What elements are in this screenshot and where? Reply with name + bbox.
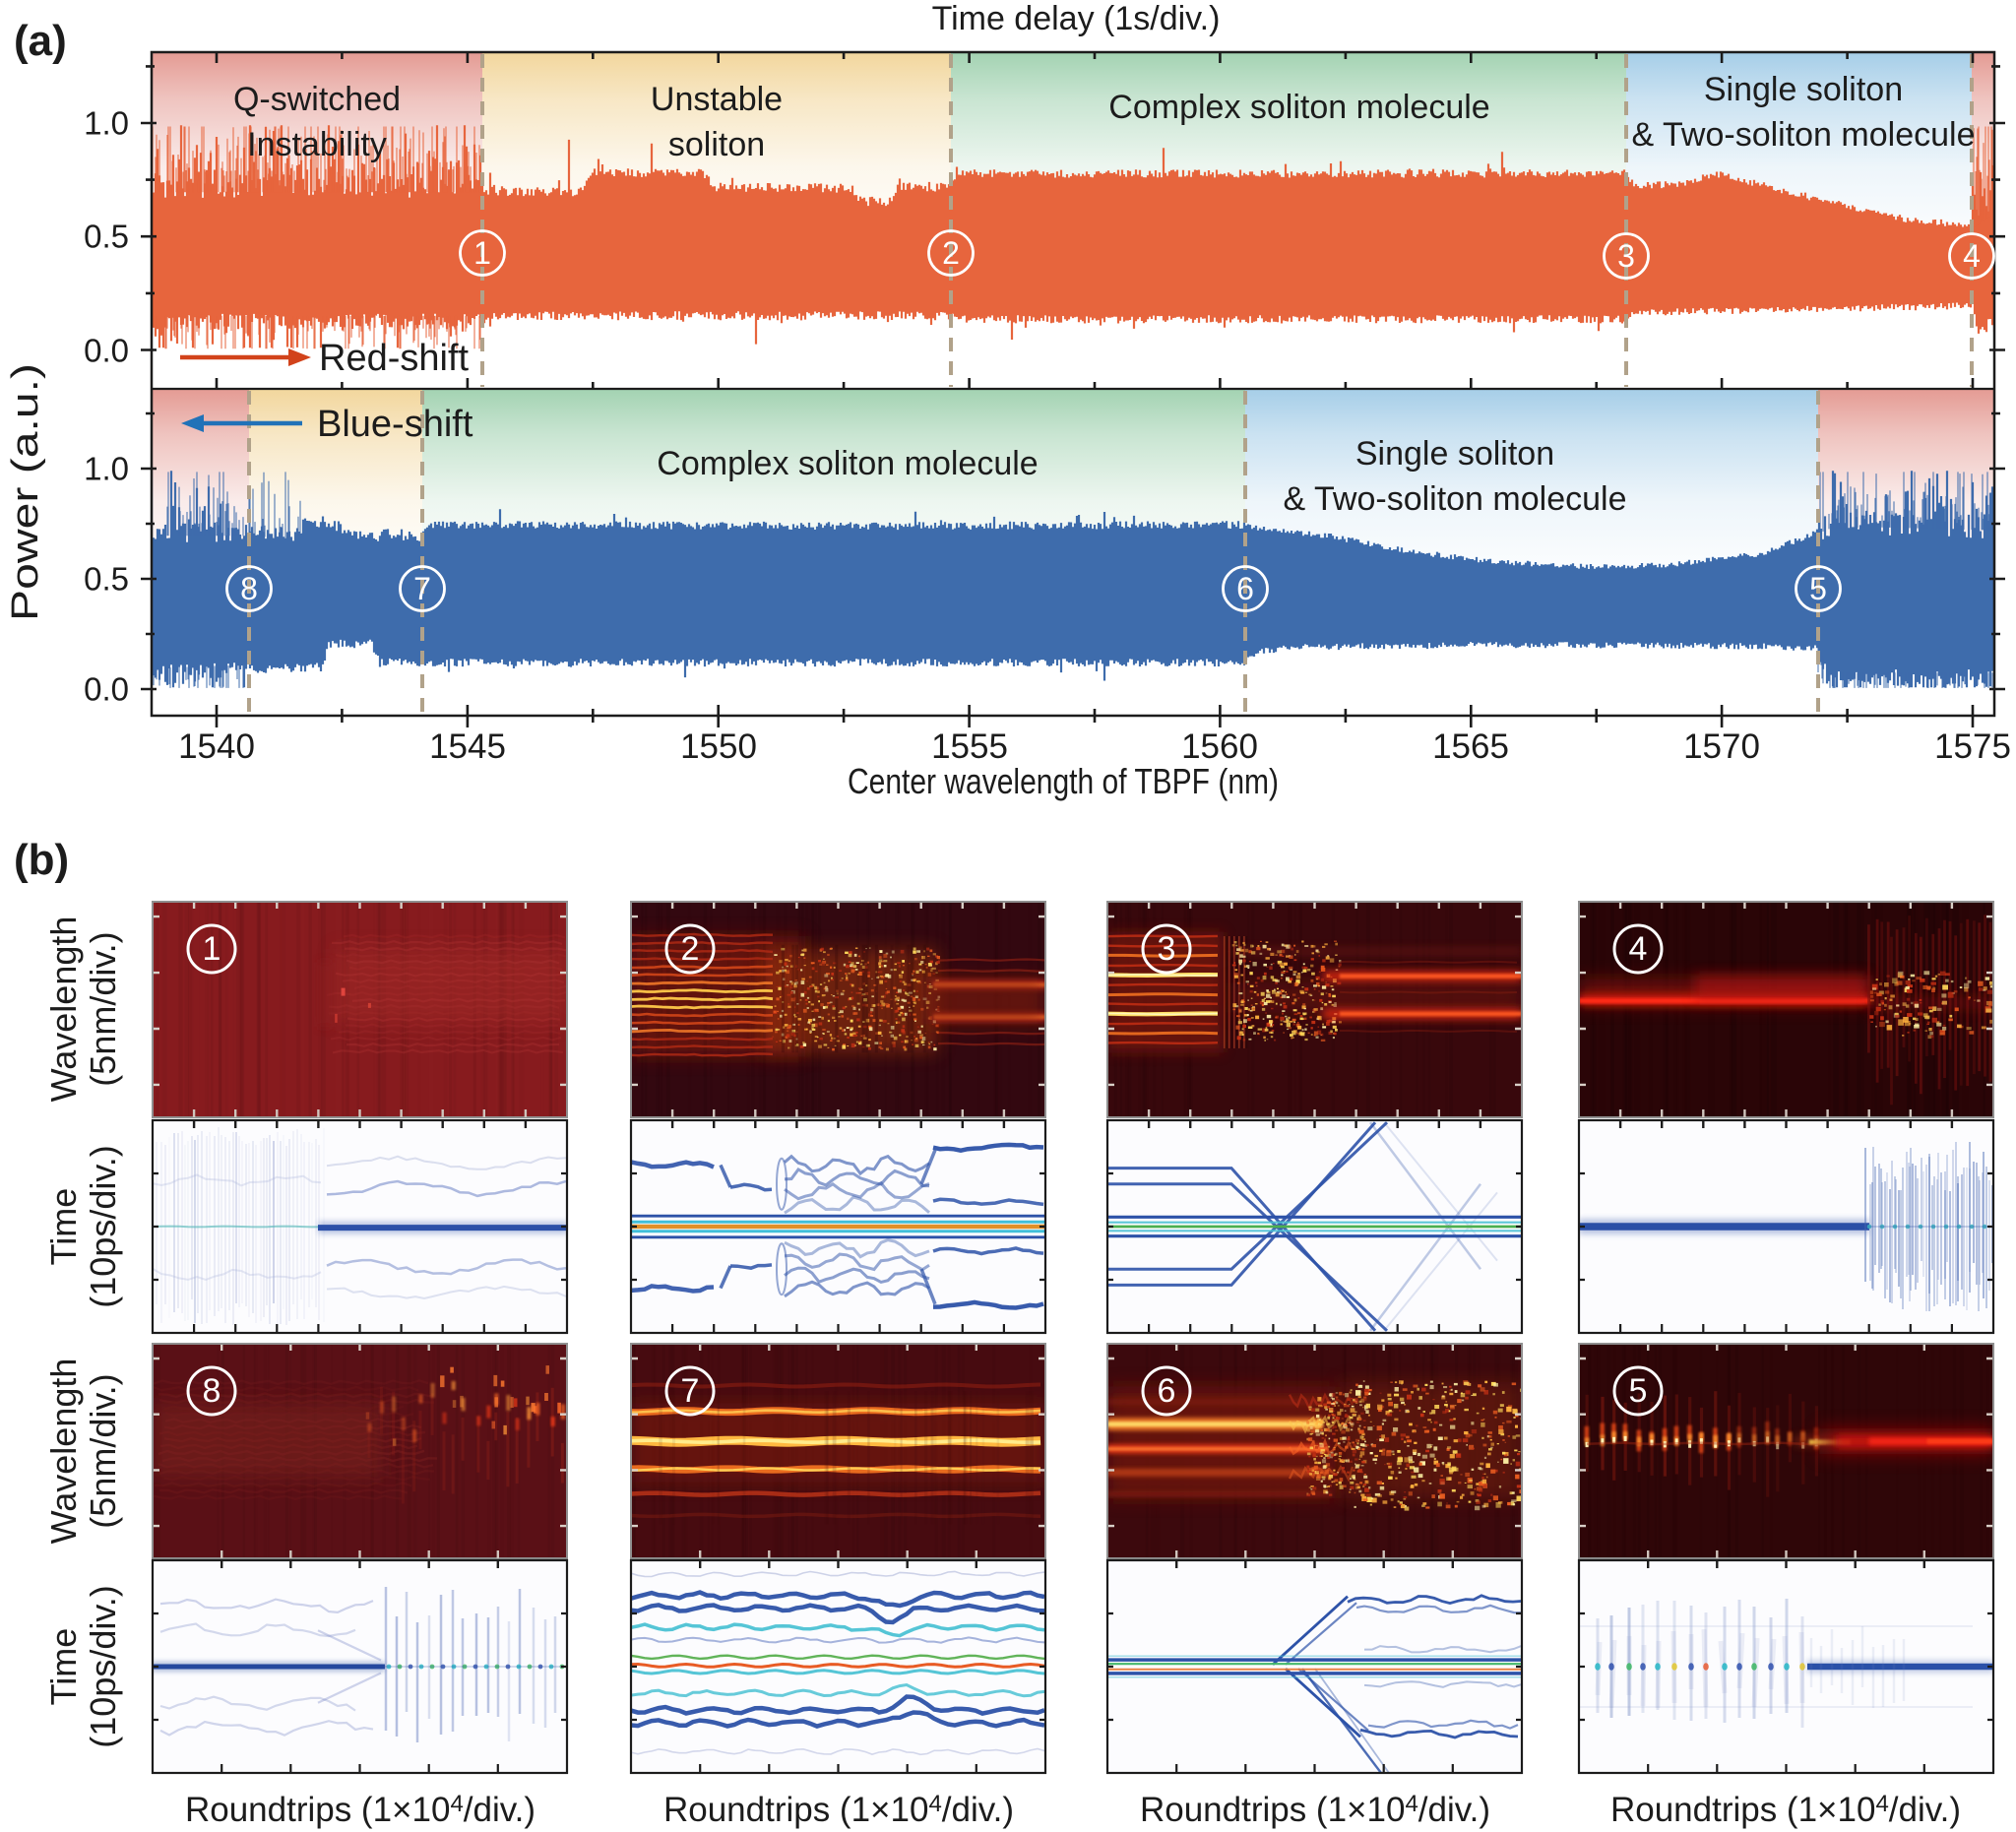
- svg-text:7: 7: [681, 1372, 700, 1410]
- svg-text:1.0: 1.0: [84, 105, 129, 142]
- svg-text:2: 2: [942, 235, 960, 271]
- svg-text:6: 6: [1158, 1372, 1176, 1410]
- svg-text:0.5: 0.5: [84, 561, 129, 598]
- svg-text:Time delay (1s/div.): Time delay (1s/div.): [932, 0, 1221, 37]
- svg-text:1560: 1560: [1181, 727, 1258, 766]
- svg-text:Roundtrips (1×104/div.): Roundtrips (1×104/div.): [1140, 1791, 1490, 1829]
- svg-text:2: 2: [681, 930, 700, 968]
- svg-text:Center wavelength of TBPF (nm): Center wavelength of TBPF (nm): [848, 761, 1279, 801]
- svg-text:0.0: 0.0: [84, 671, 129, 708]
- svg-text:soliton: soliton: [668, 126, 765, 163]
- svg-text:3: 3: [1158, 930, 1176, 968]
- svg-text:Single soliton: Single soliton: [1704, 71, 1903, 108]
- svg-text:Single soliton: Single soliton: [1355, 435, 1554, 473]
- svg-text:(a): (a): [14, 17, 67, 65]
- svg-text:1.0: 1.0: [84, 451, 129, 487]
- svg-text:(10ps/div.): (10ps/div.): [83, 1585, 123, 1747]
- svg-text:Wavelength: Wavelength: [43, 1358, 84, 1545]
- svg-text:Power (a.u.): Power (a.u.): [5, 363, 46, 621]
- svg-text:Roundtrips (1×104/div.): Roundtrips (1×104/div.): [1610, 1791, 1961, 1829]
- svg-text:6: 6: [1236, 571, 1254, 606]
- svg-text:(5nm/div.): (5nm/div.): [83, 1373, 123, 1528]
- svg-text:1575: 1575: [1934, 727, 2011, 766]
- svg-text:4: 4: [1629, 930, 1648, 968]
- svg-text:& Two-soliton molecule: & Two-soliton molecule: [1284, 480, 1627, 518]
- svg-text:& Two-soliton molecule: & Two-soliton molecule: [1632, 116, 1976, 154]
- svg-text:1550: 1550: [680, 727, 757, 766]
- svg-text:(b): (b): [14, 836, 69, 884]
- svg-text:1545: 1545: [429, 727, 506, 766]
- svg-text:1570: 1570: [1683, 727, 1760, 766]
- svg-text:(10ps/div.): (10ps/div.): [83, 1145, 123, 1307]
- svg-text:1540: 1540: [178, 727, 255, 766]
- svg-text:Q-switched: Q-switched: [233, 81, 401, 118]
- svg-text:8: 8: [240, 571, 258, 606]
- svg-text:Unstable: Unstable: [651, 81, 783, 118]
- svg-text:3: 3: [1617, 238, 1635, 274]
- svg-text:Time: Time: [43, 1188, 84, 1266]
- svg-text:7: 7: [413, 571, 431, 606]
- svg-text:5: 5: [1809, 571, 1827, 606]
- svg-text:8: 8: [203, 1372, 221, 1410]
- svg-text:Red-shift: Red-shift: [319, 338, 469, 379]
- svg-text:Instability: Instability: [247, 126, 387, 163]
- svg-text:(5nm/div.): (5nm/div.): [83, 931, 123, 1086]
- svg-text:Time: Time: [43, 1628, 84, 1706]
- svg-text:Blue-shift: Blue-shift: [317, 404, 473, 445]
- svg-text:1: 1: [203, 930, 221, 968]
- svg-text:0.0: 0.0: [84, 333, 129, 369]
- svg-text:1555: 1555: [931, 727, 1008, 766]
- svg-text:Wavelength: Wavelength: [43, 916, 84, 1103]
- svg-text:Roundtrips (1×104/div.): Roundtrips (1×104/div.): [185, 1791, 536, 1829]
- svg-text:1: 1: [473, 235, 491, 271]
- svg-text:Complex soliton molecule: Complex soliton molecule: [657, 445, 1038, 482]
- svg-text:0.5: 0.5: [84, 219, 129, 255]
- svg-text:Roundtrips (1×104/div.): Roundtrips (1×104/div.): [663, 1791, 1014, 1829]
- svg-text:Complex soliton molecule: Complex soliton molecule: [1108, 89, 1489, 126]
- svg-text:4: 4: [1963, 238, 1981, 274]
- svg-text:5: 5: [1629, 1372, 1648, 1410]
- svg-text:1565: 1565: [1432, 727, 1509, 766]
